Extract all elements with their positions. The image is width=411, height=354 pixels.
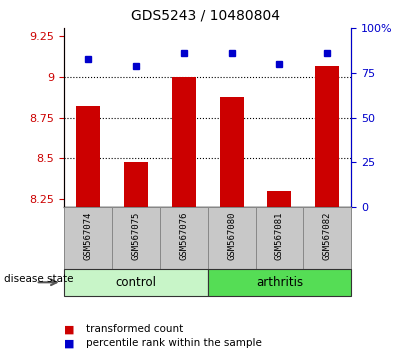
Bar xyxy=(124,161,148,207)
Text: ■: ■ xyxy=(64,324,74,334)
Bar xyxy=(208,207,256,269)
Text: GSM567076: GSM567076 xyxy=(179,212,188,261)
Bar xyxy=(315,66,339,207)
Bar xyxy=(268,191,291,207)
Bar xyxy=(172,77,196,207)
Text: arthritis: arthritis xyxy=(256,276,303,289)
Text: GSM567082: GSM567082 xyxy=(323,212,332,261)
Text: GSM567081: GSM567081 xyxy=(275,212,284,261)
Text: GSM567080: GSM567080 xyxy=(227,212,236,261)
Bar xyxy=(219,97,243,207)
Text: GSM567075: GSM567075 xyxy=(131,212,140,261)
Bar xyxy=(303,207,351,269)
Text: percentile rank within the sample: percentile rank within the sample xyxy=(86,338,262,348)
Bar xyxy=(159,207,208,269)
Bar xyxy=(256,207,303,269)
Bar xyxy=(64,207,112,269)
Text: GDS5243 / 10480804: GDS5243 / 10480804 xyxy=(131,9,280,23)
Text: ■: ■ xyxy=(64,338,74,348)
Text: control: control xyxy=(115,276,156,289)
Bar xyxy=(208,269,351,296)
Text: GSM567074: GSM567074 xyxy=(83,212,92,261)
Bar xyxy=(112,207,159,269)
Text: transformed count: transformed count xyxy=(86,324,184,334)
Bar xyxy=(76,106,100,207)
Bar xyxy=(64,269,208,296)
Text: disease state: disease state xyxy=(4,274,74,284)
